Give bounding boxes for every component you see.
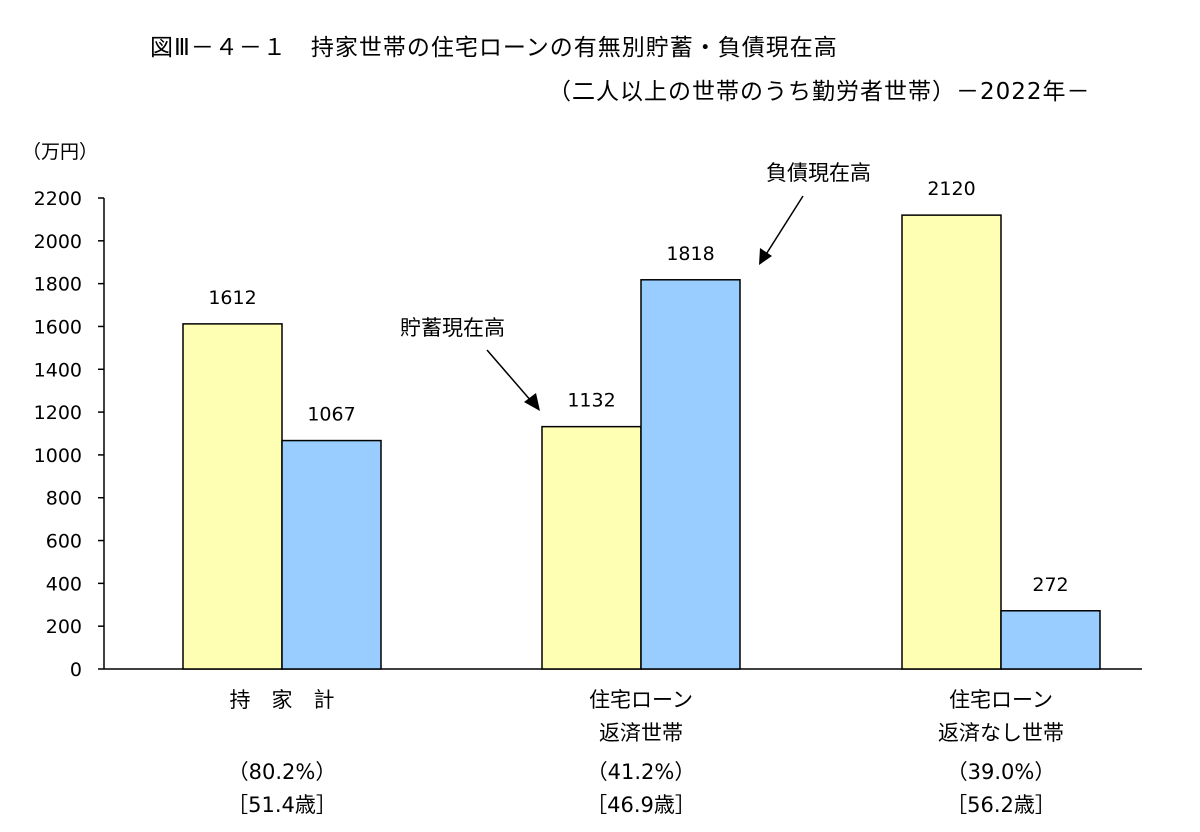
y-tick-label: 1200 bbox=[34, 402, 82, 424]
y-axis-unit: （万円） bbox=[22, 141, 98, 163]
y-tick-label: 2000 bbox=[34, 231, 82, 253]
category-age: ［46.9歳］ bbox=[586, 793, 696, 817]
y-tick-label: 1400 bbox=[34, 359, 82, 381]
annotation-debt-arrowhead bbox=[759, 248, 772, 265]
y-tick-label: 2200 bbox=[34, 188, 82, 210]
y-tick-label: 400 bbox=[46, 573, 82, 595]
y-tick-label: 1600 bbox=[34, 316, 82, 338]
data-label: 1132 bbox=[567, 390, 615, 412]
annotation-debt-arrow bbox=[764, 195, 804, 257]
category-share: （41.2%） bbox=[587, 760, 696, 784]
bar bbox=[281, 439, 382, 670]
category-label: 返済なし世帯 bbox=[938, 721, 1064, 745]
category-label: 返済世帯 bbox=[599, 721, 683, 745]
annotation-savings-arrowhead bbox=[524, 393, 540, 411]
category-age: ［56.2歳］ bbox=[946, 793, 1056, 817]
category-share: （39.0%） bbox=[947, 760, 1056, 784]
y-tick-label: 800 bbox=[46, 488, 82, 510]
y-tick-label: 200 bbox=[46, 616, 82, 638]
bar bbox=[901, 214, 1002, 670]
y-tick-label: 1000 bbox=[34, 445, 82, 467]
data-label: 1818 bbox=[666, 243, 714, 265]
chart-subtitle: （二人以上の世帯のうち勤労者世帯）－2022年－ bbox=[548, 79, 1091, 105]
annotation-savings-label: 貯蓄現在高 bbox=[400, 316, 505, 340]
annotation-debt-label: 負債現在高 bbox=[766, 161, 871, 185]
bar bbox=[1000, 610, 1101, 670]
y-tick-label: 1800 bbox=[34, 274, 82, 296]
y-tick-label: 600 bbox=[46, 531, 82, 553]
bar bbox=[640, 279, 741, 670]
data-label: 1612 bbox=[208, 287, 256, 309]
category-share: （80.2%） bbox=[228, 760, 337, 784]
category-label: 住宅ローン bbox=[949, 688, 1053, 712]
bar bbox=[182, 323, 283, 670]
data-label: 1067 bbox=[307, 404, 355, 426]
y-tick-label: 0 bbox=[70, 659, 82, 681]
bar bbox=[541, 425, 642, 670]
category-age: ［51.4歳］ bbox=[227, 793, 337, 817]
category-label: 住宅ローン bbox=[589, 688, 693, 712]
category-label: 持 家 計 bbox=[230, 688, 335, 712]
chart-title: 図Ⅲ－４－１ 持家世帯の住宅ローンの有無別貯蓄・負債現在高 bbox=[150, 35, 838, 61]
data-label: 2120 bbox=[927, 178, 975, 200]
data-label: 272 bbox=[1032, 574, 1068, 596]
annotation-savings-arrow bbox=[486, 349, 533, 403]
